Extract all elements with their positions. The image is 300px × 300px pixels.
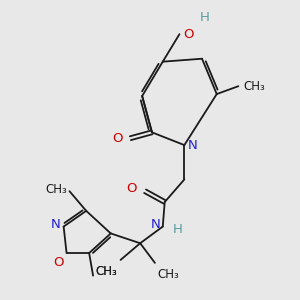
Text: O: O — [183, 28, 194, 41]
Text: CH₃: CH₃ — [95, 265, 117, 278]
Text: N: N — [51, 218, 61, 231]
Text: CH₃: CH₃ — [243, 80, 265, 93]
Text: CH₃: CH₃ — [158, 268, 180, 281]
Text: CH₃: CH₃ — [96, 265, 118, 278]
Text: N: N — [187, 139, 197, 152]
Text: H: H — [172, 223, 182, 236]
Text: O: O — [112, 132, 122, 145]
Text: N: N — [151, 218, 161, 231]
Text: H: H — [200, 11, 210, 24]
Text: O: O — [127, 182, 137, 195]
Text: CH₃: CH₃ — [46, 183, 68, 196]
Text: O: O — [53, 256, 64, 269]
